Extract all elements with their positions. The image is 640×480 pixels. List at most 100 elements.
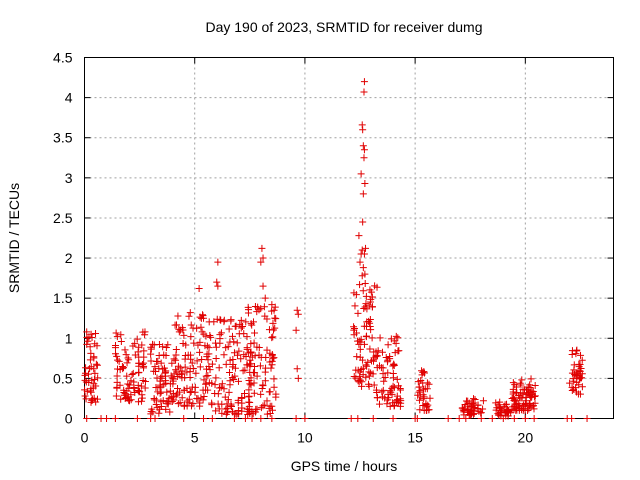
data-point xyxy=(87,363,95,371)
data-point xyxy=(223,404,231,412)
data-point xyxy=(241,415,249,422)
data-point xyxy=(181,363,189,371)
data-point xyxy=(422,406,430,414)
data-point xyxy=(90,353,98,361)
data-point xyxy=(469,410,477,418)
data-point xyxy=(357,170,365,178)
data-point xyxy=(248,321,256,329)
data-point xyxy=(186,388,194,396)
data-point xyxy=(271,324,279,332)
data-point xyxy=(389,369,397,377)
data-point xyxy=(214,258,222,266)
data-point xyxy=(268,361,276,369)
data-point xyxy=(359,287,367,295)
data-point xyxy=(523,391,531,399)
data-point xyxy=(414,391,422,399)
data-point xyxy=(224,396,232,404)
data-point xyxy=(378,348,386,356)
data-point xyxy=(238,404,246,412)
data-point xyxy=(366,298,374,306)
data-point xyxy=(269,333,277,341)
data-point xyxy=(93,361,101,369)
data-point xyxy=(215,364,223,372)
data-point xyxy=(232,322,240,330)
data-point xyxy=(370,381,378,389)
data-point xyxy=(513,389,521,397)
data-point xyxy=(270,383,278,391)
data-point xyxy=(578,383,586,391)
data-point xyxy=(268,301,276,309)
data-point xyxy=(301,415,309,422)
data-point xyxy=(116,366,124,374)
data-point xyxy=(368,293,376,301)
data-point xyxy=(358,272,366,280)
data-point xyxy=(578,370,586,378)
data-point xyxy=(230,349,238,357)
data-point xyxy=(185,312,193,320)
data-point xyxy=(351,302,359,310)
data-point xyxy=(350,372,358,380)
data-point xyxy=(479,405,487,413)
data-point xyxy=(360,340,368,348)
data-point xyxy=(496,398,504,406)
data-point xyxy=(208,360,216,368)
data-point xyxy=(361,179,369,187)
data-point xyxy=(90,380,98,388)
data-point xyxy=(257,415,265,422)
data-point xyxy=(187,388,195,396)
y-tick-label: 1.5 xyxy=(53,290,73,306)
data-point xyxy=(570,377,578,385)
data-point xyxy=(414,378,422,386)
data-point xyxy=(186,368,194,376)
data-point xyxy=(150,394,158,402)
y-tick-label: 1 xyxy=(65,330,73,346)
data-point xyxy=(215,384,223,392)
x-tick-label: 20 xyxy=(518,430,534,446)
data-point xyxy=(202,380,210,388)
data-point xyxy=(188,383,196,391)
data-point xyxy=(510,415,518,422)
data-point xyxy=(247,320,255,328)
data-point xyxy=(389,362,397,370)
data-point xyxy=(294,374,302,382)
data-point xyxy=(218,409,226,417)
data-point xyxy=(422,400,430,408)
data-point xyxy=(168,359,176,367)
data-point xyxy=(424,401,432,409)
data-point xyxy=(157,403,165,411)
data-point xyxy=(474,401,482,409)
data-point xyxy=(368,303,376,311)
x-tick-label: 5 xyxy=(191,430,199,446)
data-point xyxy=(358,382,366,390)
data-point xyxy=(379,393,387,401)
data-point xyxy=(175,388,183,396)
data-point xyxy=(372,386,380,394)
data-point xyxy=(113,372,121,380)
data-point xyxy=(138,397,146,405)
data-point xyxy=(360,78,368,86)
data-point xyxy=(570,366,578,374)
data-point xyxy=(389,415,397,422)
data-point xyxy=(359,126,367,134)
data-point xyxy=(444,415,452,422)
data-point xyxy=(186,309,194,317)
data-point xyxy=(256,362,264,370)
data-point xyxy=(259,381,267,389)
data-point xyxy=(249,410,257,418)
data-point xyxy=(416,406,424,414)
data-point xyxy=(158,372,166,380)
data-point xyxy=(263,410,271,418)
data-point xyxy=(504,412,512,420)
data-point xyxy=(217,316,225,324)
data-point xyxy=(240,330,248,338)
data-point xyxy=(150,367,158,375)
data-point xyxy=(136,387,144,395)
data-point xyxy=(524,383,532,391)
data-point xyxy=(137,382,145,390)
data-point xyxy=(138,360,146,368)
data-point xyxy=(350,326,358,334)
data-point xyxy=(111,341,119,349)
data-point xyxy=(117,331,125,339)
data-point xyxy=(94,374,102,382)
data-point xyxy=(180,331,188,339)
